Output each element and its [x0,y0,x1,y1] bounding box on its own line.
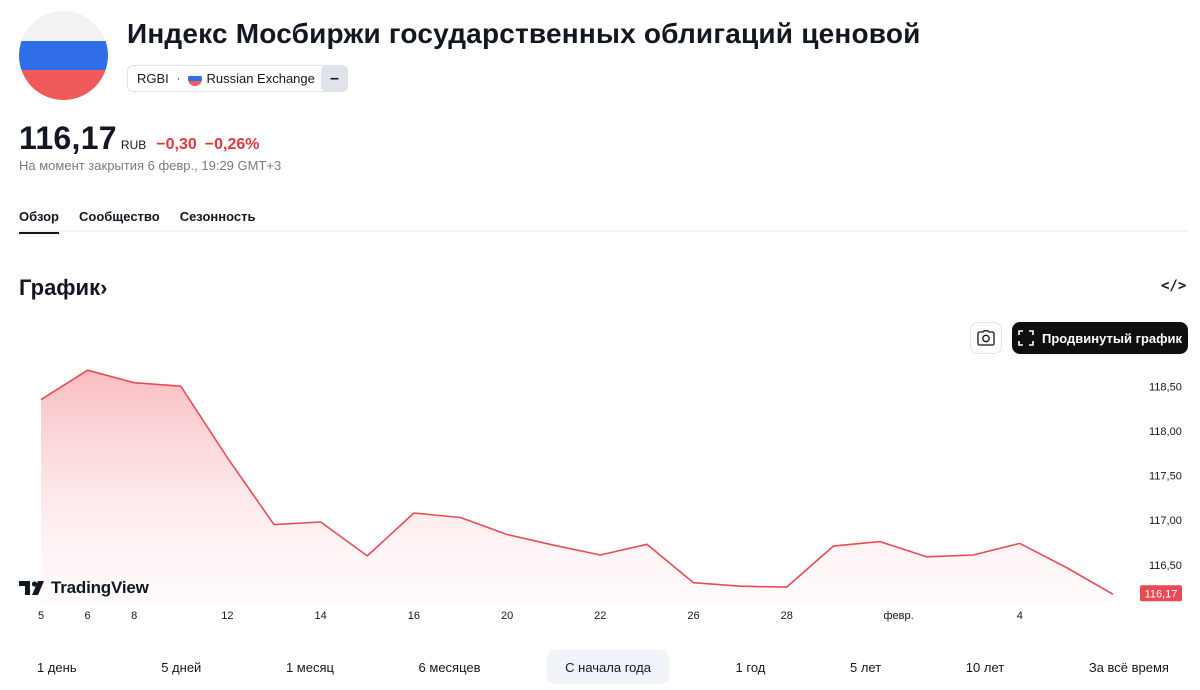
symbol-exchange-chip[interactable]: RGBI · Russian Exchange [127,65,330,92]
range-10y[interactable]: 10 лет [965,659,1005,675]
index-logo [19,11,108,100]
chart-section-link[interactable]: График› [19,275,107,301]
tab-overview[interactable]: Обзор [19,209,59,234]
snapshot-button[interactable] [970,322,1002,354]
x-tick-label: 4 [1017,610,1023,622]
separator-dot: · [176,72,181,85]
tradingview-logo-icon [19,581,44,595]
x-tick-label: 26 [687,610,699,622]
symbol-label: RGBI [137,71,169,86]
x-tick-label: 20 [501,610,513,622]
price-row: 116,17 RUB −0,30 −0,26% [19,120,259,157]
x-tick-label: 12 [221,610,233,622]
range-all[interactable]: За всё время [1088,659,1169,675]
tab-community[interactable]: Сообщество [79,209,160,224]
page-title: Индекс Мосбиржи государственных облигаци… [127,18,921,49]
range-6m[interactable]: 6 месяцев [418,659,481,675]
y-tick-label: 117,50 [1149,471,1182,483]
price-chart[interactable]: 118,50 118,00 117,50 117,00 116,50 5 8 12 14 16 2… [0,355,1200,635]
range-1m[interactable]: 1 месяц [285,659,334,675]
y-tick-label: 116,50 [1149,560,1182,572]
y-tick-label: 117,00 [1149,515,1182,527]
tradingview-wordmark: TradingView [51,578,149,597]
price-line [40,369,1114,595]
last-price-tag-label: 116,17 [1145,588,1178,600]
x-tick-label: февр. [883,610,913,622]
x-tick-label: 14 [315,610,327,622]
x-tick-label: 6 [85,610,91,622]
y-tick-label: 118,00 [1149,426,1182,438]
tabs-divider [19,230,1187,232]
price-change-percent: −0,26% [204,136,260,153]
x-tick-label: 22 [594,610,606,622]
chevron-right-icon: › [100,275,108,300]
range-5d[interactable]: 5 дней [161,659,202,675]
russia-flag-icon [188,71,203,86]
advanced-chart-label: Продвинутый график [1041,330,1183,346]
range-selector: 1 день 5 дней 1 месяц 6 месяцев С начала… [19,650,1187,684]
y-tick-label: 118,50 [1149,381,1182,393]
tab-bar: Обзор Сообщество Сезонность [19,209,255,234]
price-area-fill [41,370,1113,605]
advanced-chart-button[interactable]: Продвинутый график [1012,322,1188,354]
x-tick-label: 5 [38,610,44,622]
more-tags-chip[interactable]: – [321,65,348,92]
range-ytd[interactable]: С начала года [547,650,669,684]
last-price: 116,17 [19,120,117,156]
x-tick-label: 28 [781,610,793,622]
x-tick-label: 16 [408,610,420,622]
last-price-tag [1140,585,1182,602]
x-tick-label: 8 [131,610,137,622]
price-change: −0,30 [156,136,197,153]
chart-section-title: График [19,275,101,300]
expand-icon [1018,330,1034,346]
embed-code-icon[interactable]: </> [1161,278,1187,294]
exchange-label: Russian Exchange [206,71,315,86]
range-5y[interactable]: 5 лет [849,659,882,675]
market-close-time: На момент закрытия 6 февр., 19:29 GMT+3 [19,158,282,173]
camera-icon [977,330,995,346]
range-1y[interactable]: 1 год [735,659,766,675]
tab-seasonality[interactable]: Сезонность [179,209,256,224]
range-1d[interactable]: 1 день [37,659,77,675]
tradingview-logo[interactable]: TradingView [19,578,149,598]
currency-label: RUB [120,138,147,152]
